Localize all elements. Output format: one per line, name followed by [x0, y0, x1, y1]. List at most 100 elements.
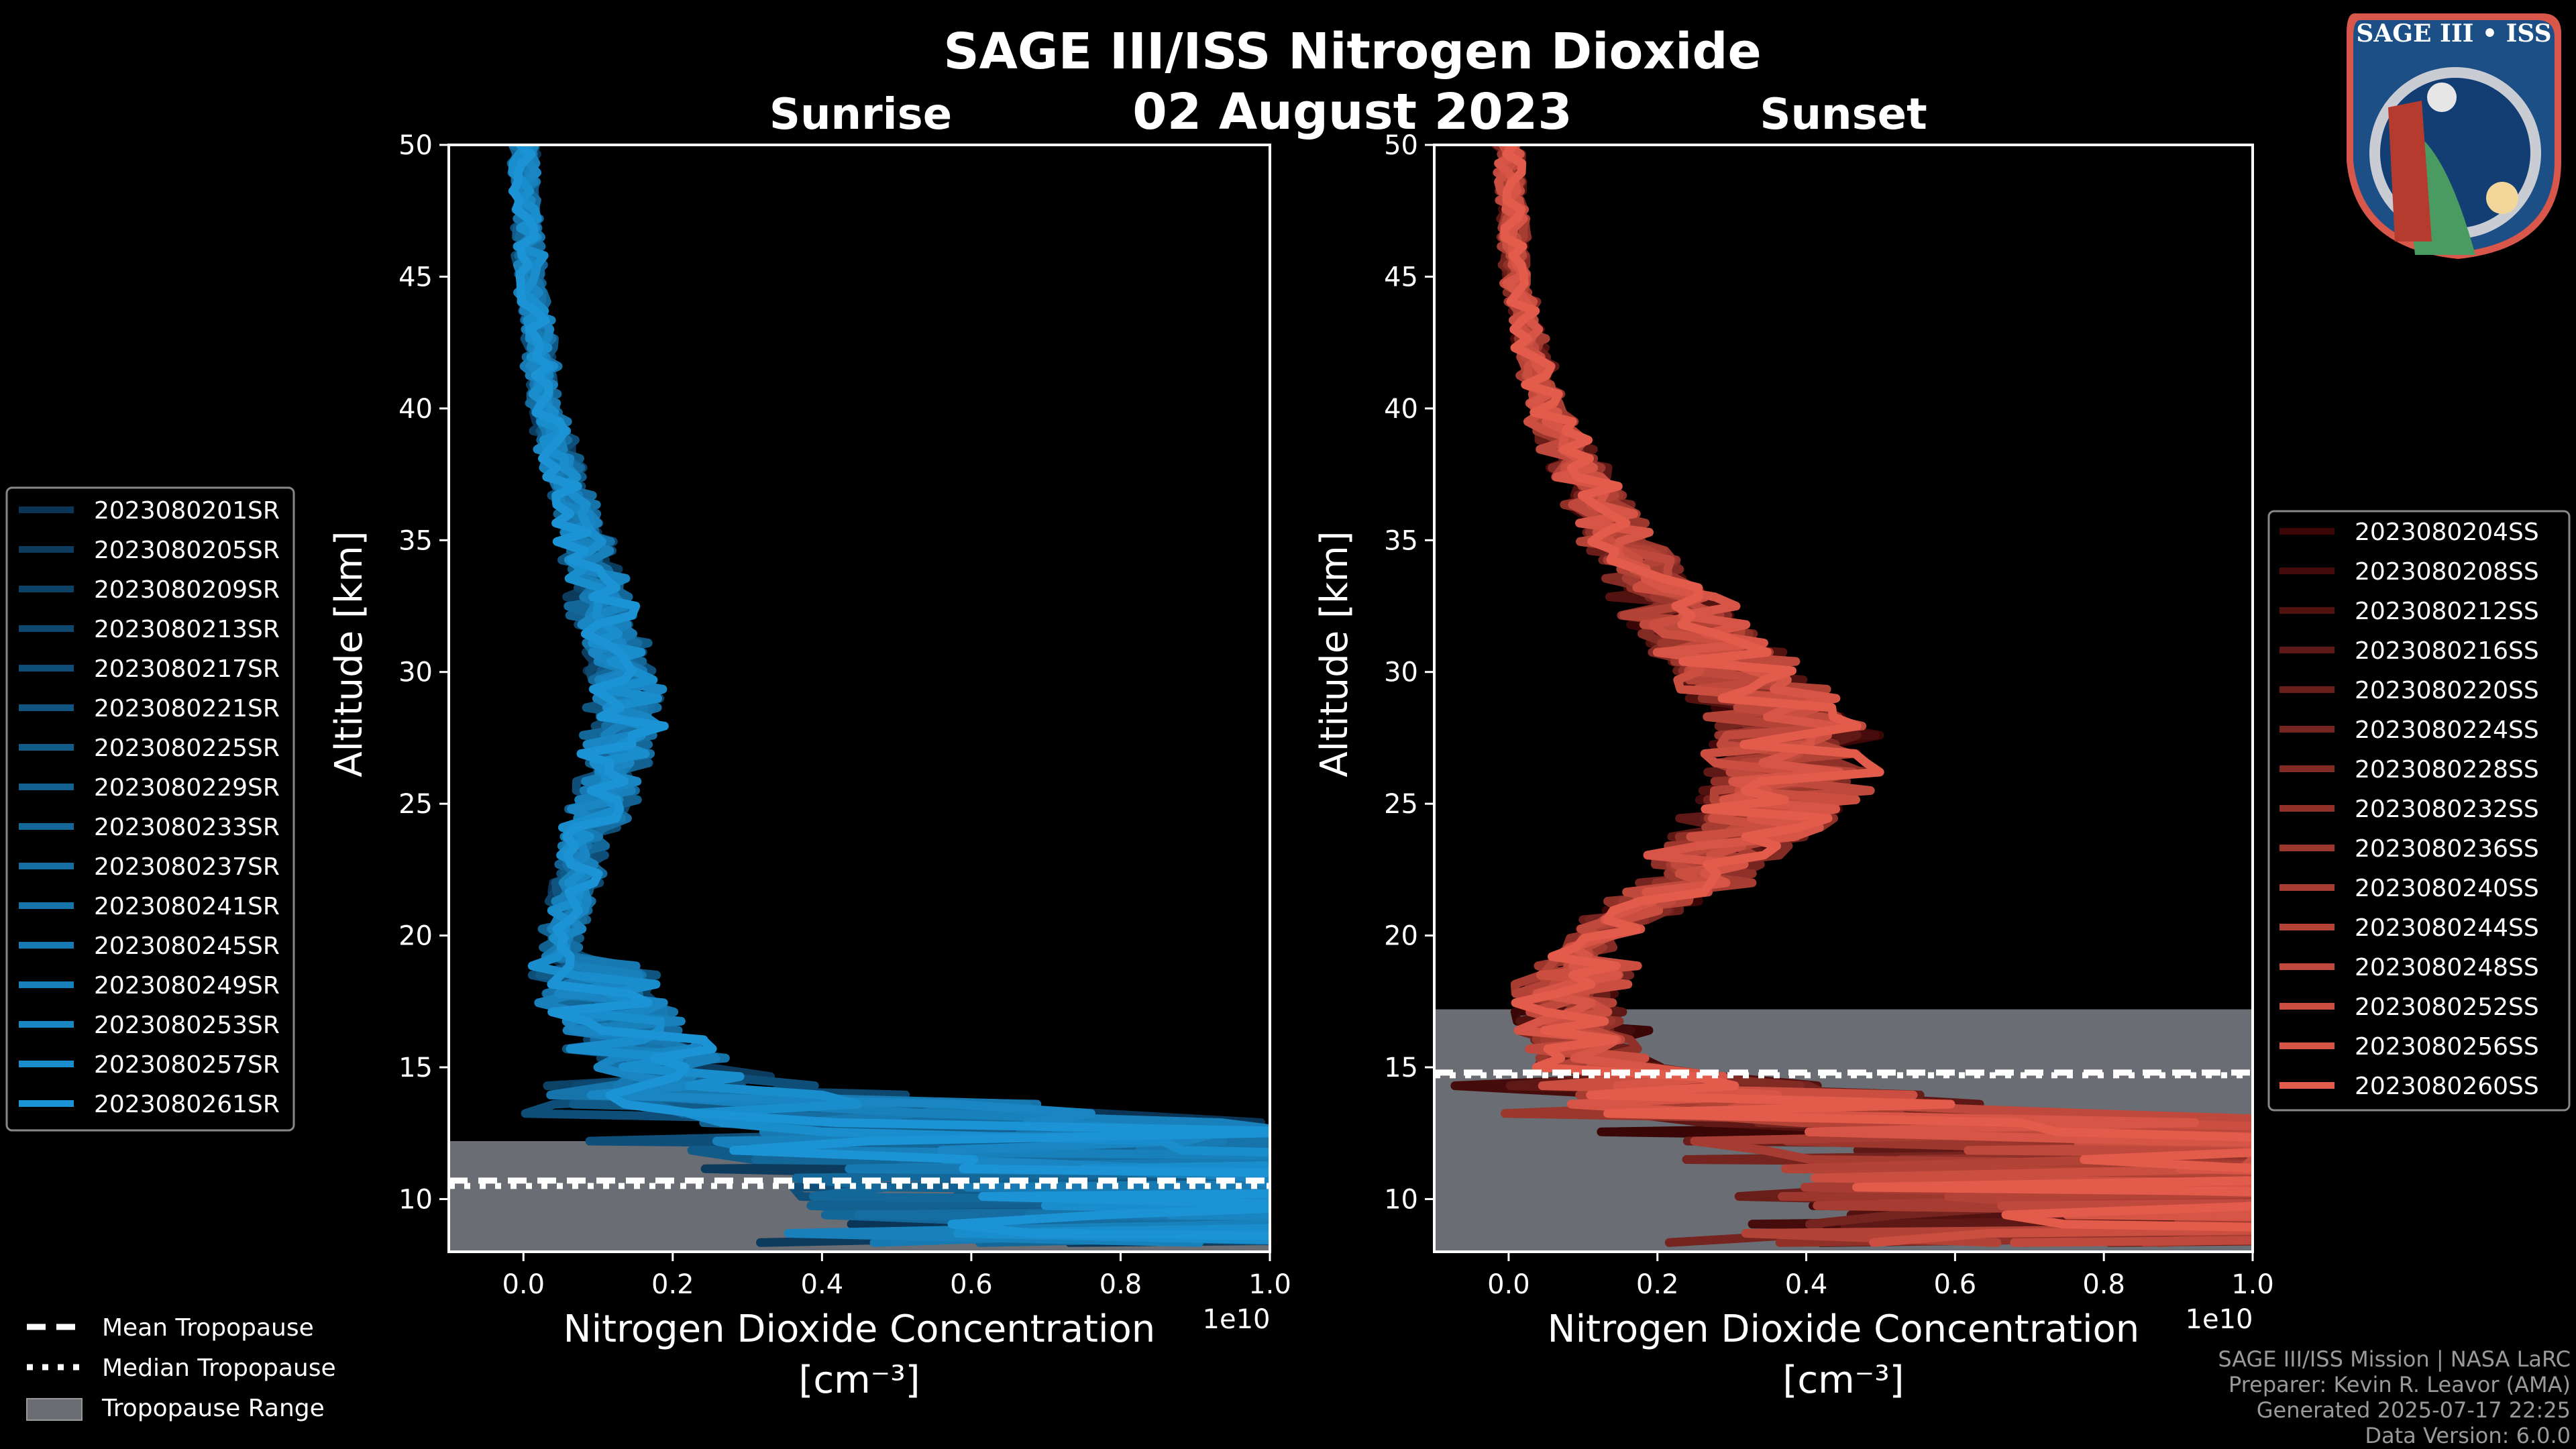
y-axis-label: Altitude [km] [1313, 531, 1356, 777]
legend-item: 2023080253SR [19, 1012, 280, 1039]
sunset-legend: 2023080204SS 2023080208SS 2023080212SS 2023… [2267, 510, 2571, 1112]
y-tick-label: 10 [398, 1184, 433, 1215]
y-tick-label: 40 [1384, 394, 1418, 425]
legend-label: 2023080217SR [94, 655, 280, 683]
credit-mission: SAGE III/ISS Mission | NASA LaRC [2218, 1346, 2571, 1372]
axes-frame [447, 144, 1271, 1253]
x-tick-label: 0.8 [1099, 1269, 1142, 1300]
legend-label: 2023080224SS [2355, 716, 2539, 744]
legend-label: 2023080212SS [2355, 598, 2539, 625]
legend-label: 2023080237SR [94, 853, 280, 881]
y-tick-label: 40 [398, 394, 433, 425]
legend-item: 2023080248SS [2279, 954, 2539, 981]
legend-item: 2023080260SS [2279, 1073, 2539, 1100]
legend-item: 2023080244SS [2279, 914, 2539, 942]
legend-item: 2023080216SS [2279, 637, 2539, 665]
y-axis-label: Altitude [km] [327, 531, 371, 777]
figure-title: SAGE III/ISS Nitrogen Dioxide [943, 23, 1761, 80]
legend-label: 2023080233SR [94, 814, 280, 841]
y-tick-label: 25 [398, 789, 433, 820]
sunrise-panel-title: Sunrise [769, 90, 952, 140]
tropopause-range-swatch [26, 1398, 83, 1421]
legend-label: 2023080241SR [94, 893, 280, 920]
legend-label: 2023080261SR [94, 1091, 280, 1118]
x-tick-label: 0.6 [950, 1269, 993, 1300]
legend-label: 2023080220SS [2355, 677, 2539, 704]
legend-item: 2023080204SS [2279, 519, 2539, 546]
legend-item: 2023080241SR [19, 893, 280, 920]
legend-item: 2023080249SR [19, 972, 280, 1000]
legend-label: 2023080249SR [94, 972, 280, 1000]
legend-item: 2023080245SR [19, 932, 280, 960]
legend-label: 2023080245SR [94, 932, 280, 960]
profile-line-2023080260SS [1500, 145, 2253, 1232]
tropopause-legend: Mean Tropopause Median Tropopause Tropop… [26, 1314, 336, 1422]
legend-label: 2023080253SR [94, 1012, 280, 1039]
legend-label: 2023080257SR [94, 1051, 280, 1079]
sunrise-legend: 2023080201SR 2023080205SR 2023080209SR 2023… [5, 486, 295, 1132]
figure-date: 02 August 2023 [1132, 83, 1572, 141]
x-tick-label: 1.0 [2231, 1269, 2274, 1300]
legend-item: 2023080240SS [2279, 875, 2539, 902]
legend-item: 2023080221SR [19, 695, 280, 722]
x-tick-label: 0.2 [1636, 1269, 1679, 1300]
plot-area [1434, 145, 2253, 1252]
y-tick-label: 35 [1384, 525, 1418, 556]
y-tick-label: 35 [398, 525, 433, 556]
x-axis-label: Nitrogen Dioxide Concentration [1548, 1307, 2140, 1351]
credit-generated: Generated 2025-07-17 22:25 [2257, 1397, 2571, 1423]
legend-item: 2023080205SR [19, 537, 280, 564]
legend-label: 2023080208SS [2355, 558, 2539, 586]
y-tick-label: 30 [398, 657, 433, 688]
x-tick-label: 0.0 [502, 1269, 545, 1300]
legend-label: 2023080209SR [94, 576, 280, 604]
legend-label: 2023080225SR [94, 735, 280, 762]
legend-item: 2023080220SS [2279, 677, 2539, 704]
y-tick-label: 45 [398, 262, 433, 292]
profile-line-2023080261SR [508, 145, 1270, 1240]
sage-iii-iss-logo: SAGE III • ISS [2347, 13, 2561, 259]
x-tick-label: 0.4 [801, 1269, 844, 1300]
x-axis-label: Nitrogen Dioxide Concentration [564, 1307, 1156, 1351]
y-tick-label: 20 [398, 921, 433, 952]
sunset-panel-title: Sunset [1760, 90, 1927, 140]
y-tick-label: 45 [1384, 262, 1418, 292]
median-tropopause-label: Median Tropopause [102, 1354, 336, 1382]
legend-item: 2023080252SS [2279, 994, 2539, 1021]
legend-item: 2023080237SR [19, 853, 280, 881]
legend-label: 2023080228SS [2355, 756, 2539, 784]
x-tick-label: 1.0 [1248, 1269, 1291, 1300]
x-tick-label: 0.0 [1487, 1269, 1530, 1300]
legend-label: 2023080221SR [94, 695, 280, 722]
y-tick-label: 25 [1384, 789, 1418, 820]
y-tick-label: 50 [1384, 130, 1418, 161]
legend-item: 2023080233SR [19, 814, 280, 841]
logo-title: SAGE III • ISS [2356, 19, 2551, 48]
legend-item: 2023080208SS [2279, 558, 2539, 586]
x-scale-offset: 1e10 [1203, 1304, 1271, 1335]
x-tick-label: 0.4 [1785, 1269, 1828, 1300]
x-axis-units: [cm⁻³] [798, 1358, 920, 1402]
legend-label: 2023080204SS [2355, 519, 2539, 546]
legend-label: 2023080256SS [2355, 1033, 2539, 1061]
plot-area [449, 145, 1270, 1252]
legend-item: 2023080209SR [19, 576, 280, 604]
legend-label: 2023080260SS [2355, 1073, 2539, 1100]
sunset-panel: 0.0 0.2 0.4 0.6 0.8 1.0 10 15 20 25 30 35 40 45 50 Nitr… [1313, 130, 2274, 1402]
legend-item: 2023080256SS [2279, 1033, 2539, 1061]
x-tick-label: 0.8 [2082, 1269, 2125, 1300]
legend-label: 2023080252SS [2355, 994, 2539, 1021]
legend-item: 2023080225SR [19, 735, 280, 762]
legend-label: 2023080201SR [94, 497, 280, 525]
legend-label: 2023080216SS [2355, 637, 2539, 665]
legend-item: 2023080212SS [2279, 598, 2539, 625]
legend-item: 2023080201SR [19, 497, 280, 525]
legend-item: 2023080257SR [19, 1051, 280, 1079]
legend-label: 2023080205SR [94, 537, 280, 564]
credit-preparer: Preparer: Kevin R. Leavor (AMA) [2229, 1372, 2571, 1397]
y-tick-label: 50 [398, 130, 433, 161]
legend-label: 2023080229SR [94, 774, 280, 802]
y-tick-label: 15 [398, 1053, 433, 1083]
axes-frame [1433, 144, 2254, 1253]
